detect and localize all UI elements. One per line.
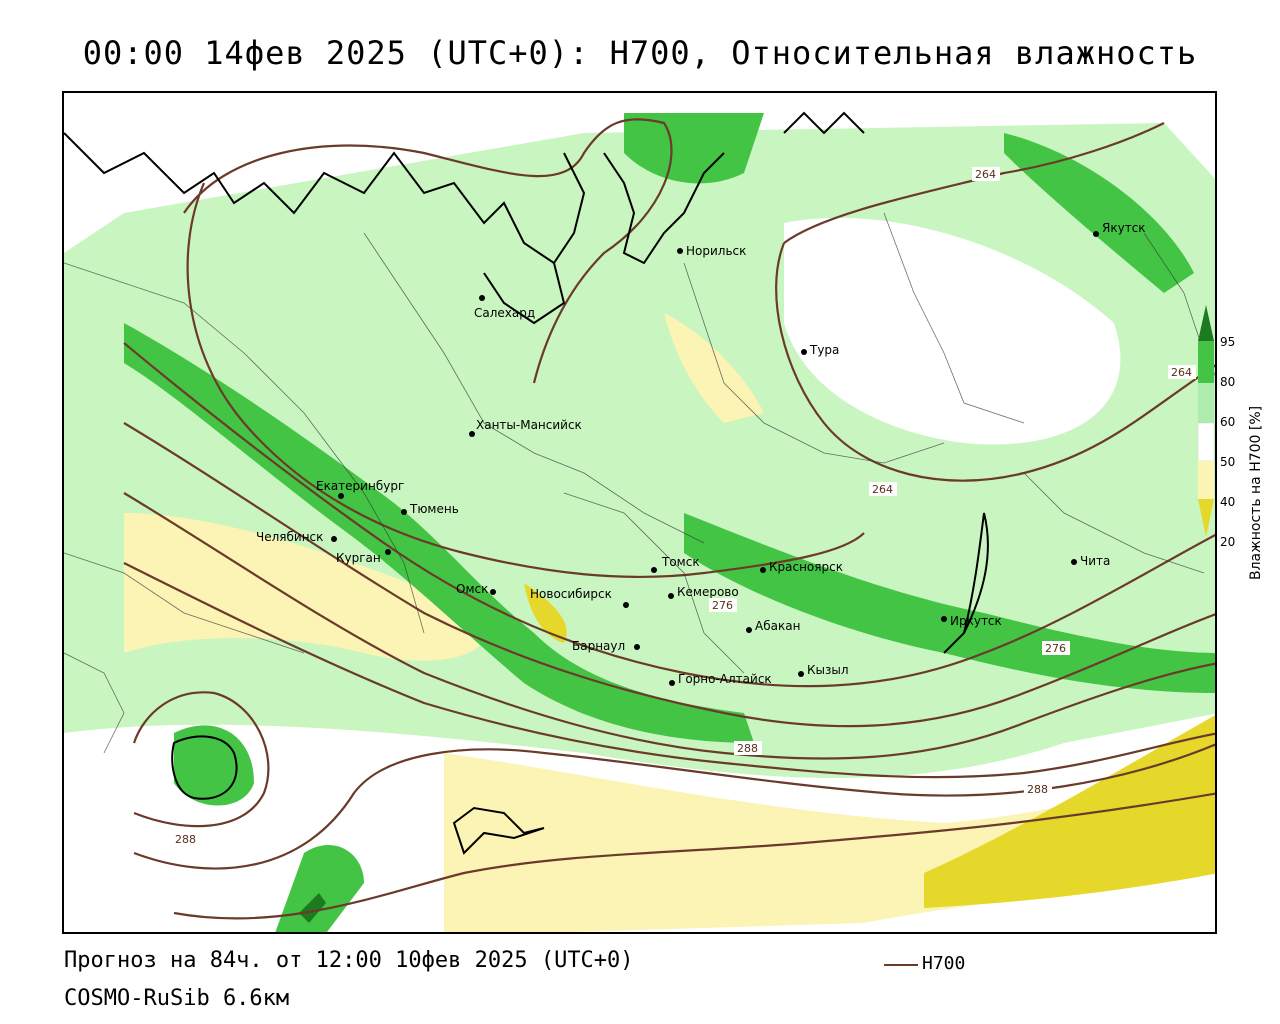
city-yakutsk: Якутск xyxy=(1093,221,1146,237)
city-label: Норильск xyxy=(686,244,746,258)
legend-colorbar xyxy=(1198,305,1215,537)
legend-tick: 95 xyxy=(1220,335,1236,349)
legend-title: Влажность на H700 [%] xyxy=(1248,405,1264,580)
city-kurgan: Курган xyxy=(336,549,391,565)
city-omsk: Омск xyxy=(456,582,496,596)
weather-map: Норильск Якутск Салехард Тура Ханты-Манс… xyxy=(62,91,1217,934)
city-label: Тура xyxy=(809,343,839,357)
city-irkutsk: Иркутск xyxy=(941,614,1002,628)
city-label: Кызыл xyxy=(807,663,849,677)
city-markers: Норильск Якутск Салехард Тура Ханты-Манс… xyxy=(256,221,1146,686)
city-label: Салехард xyxy=(474,306,535,320)
city-chita: Чита xyxy=(1071,554,1110,568)
map-svg: Норильск Якутск Салехард Тура Ханты-Манс… xyxy=(64,93,1215,932)
city-khanty-mansiysk: Ханты-Мансийск xyxy=(469,418,582,437)
legend-tick: 80 xyxy=(1220,375,1236,389)
city-label: Кемерово xyxy=(677,585,739,599)
humidity-legend: 95 80 60 50 40 20 xyxy=(1198,305,1278,595)
humidity-area-yellow xyxy=(664,313,764,423)
city-chelyabinsk: Челябинск xyxy=(256,530,337,544)
legend-tick: 50 xyxy=(1220,455,1236,469)
city-label: Абакан xyxy=(755,619,800,633)
forecast-info: Прогноз на 84ч. от 12:00 10фев 2025 (UTC… xyxy=(64,948,634,973)
city-label: Красноярск xyxy=(769,560,843,574)
contour-label: 276 xyxy=(1045,642,1066,655)
city-label: Курган xyxy=(336,551,381,565)
legend-tick: 60 xyxy=(1220,415,1236,429)
humidity-area-green xyxy=(1004,133,1194,293)
city-barnaul: Барнаул xyxy=(572,639,640,653)
humidity-area-green xyxy=(174,725,254,806)
map-title: 00:00 14фев 2025 (UTC+0): H700, Относите… xyxy=(82,34,1198,72)
city-kemerovo: Кемерово xyxy=(668,585,739,599)
city-tomsk: Томск xyxy=(651,555,700,573)
contour-label: 288 xyxy=(1027,783,1048,796)
city-label: Екатеринбург xyxy=(316,479,404,493)
contour-label: 288 xyxy=(737,742,758,755)
humidity-area-green xyxy=(275,844,364,932)
legend-swatch-50 xyxy=(1198,422,1215,462)
h700-line-label: H700 xyxy=(922,953,966,974)
legend-swatch-40 xyxy=(1198,461,1214,499)
humidity-area-green xyxy=(684,513,1215,693)
city-tyumen: Тюмень xyxy=(401,502,459,516)
h700-line-swatch xyxy=(884,964,918,966)
city-label: Барнаул xyxy=(572,639,625,653)
legend-swatch-20 xyxy=(1198,499,1214,537)
city-krasnoyarsk: Красноярск xyxy=(760,560,843,574)
humidity-area-dark-green xyxy=(299,893,326,923)
contour-label: 264 xyxy=(975,168,996,181)
contour-label: 276 xyxy=(712,599,733,612)
city-yekaterinburg: Екатеринбург xyxy=(316,479,404,499)
city-label: Челябинск xyxy=(256,530,323,544)
humidity-area-yellow xyxy=(524,583,567,643)
model-name: COSMO-RuSib 6.6км xyxy=(64,986,290,1011)
city-kyzyl: Кызыл xyxy=(798,663,849,677)
legend-swatch-60 xyxy=(1198,383,1214,423)
legend-tick: 40 xyxy=(1220,495,1236,509)
contour-label: 264 xyxy=(1171,366,1192,379)
city-gorno-altaysk: Горно-Алтайск xyxy=(669,672,772,686)
city-abakan: Абакан xyxy=(746,619,800,633)
city-label: Тюмень xyxy=(409,502,459,516)
humidity-area-white xyxy=(784,217,1121,445)
city-label: Иркутск xyxy=(950,614,1002,628)
city-label: Томск xyxy=(661,555,700,569)
contour-label: 288 xyxy=(175,833,196,846)
admin-borders xyxy=(64,212,1215,754)
legend-tick: 20 xyxy=(1220,535,1236,549)
city-label: Ханты-Мансийск xyxy=(476,418,582,432)
city-label: Чита xyxy=(1080,554,1110,568)
city-salekhard: Салехард xyxy=(474,295,535,320)
humidity-area-green xyxy=(124,323,754,743)
humidity-area-green xyxy=(624,113,764,184)
city-label: Омск xyxy=(456,582,488,596)
humidity-area-yellow xyxy=(924,715,1215,908)
coastline xyxy=(64,111,989,855)
city-novosibirsk: Новосибирск xyxy=(530,587,629,608)
city-tura: Тура xyxy=(801,343,839,357)
contour-labels: 264 264 264 276 276 288 288 288 xyxy=(172,167,1196,846)
legend-swatch-95 xyxy=(1198,305,1214,341)
contour-label: 264 xyxy=(872,483,893,496)
city-norilsk: Норильск xyxy=(677,244,746,258)
city-label: Новосибирск xyxy=(530,587,612,601)
city-label: Якутск xyxy=(1102,221,1146,235)
legend-swatch-80 xyxy=(1198,341,1214,383)
h700-contours xyxy=(123,118,1215,920)
city-label: Горно-Алтайск xyxy=(678,672,772,686)
